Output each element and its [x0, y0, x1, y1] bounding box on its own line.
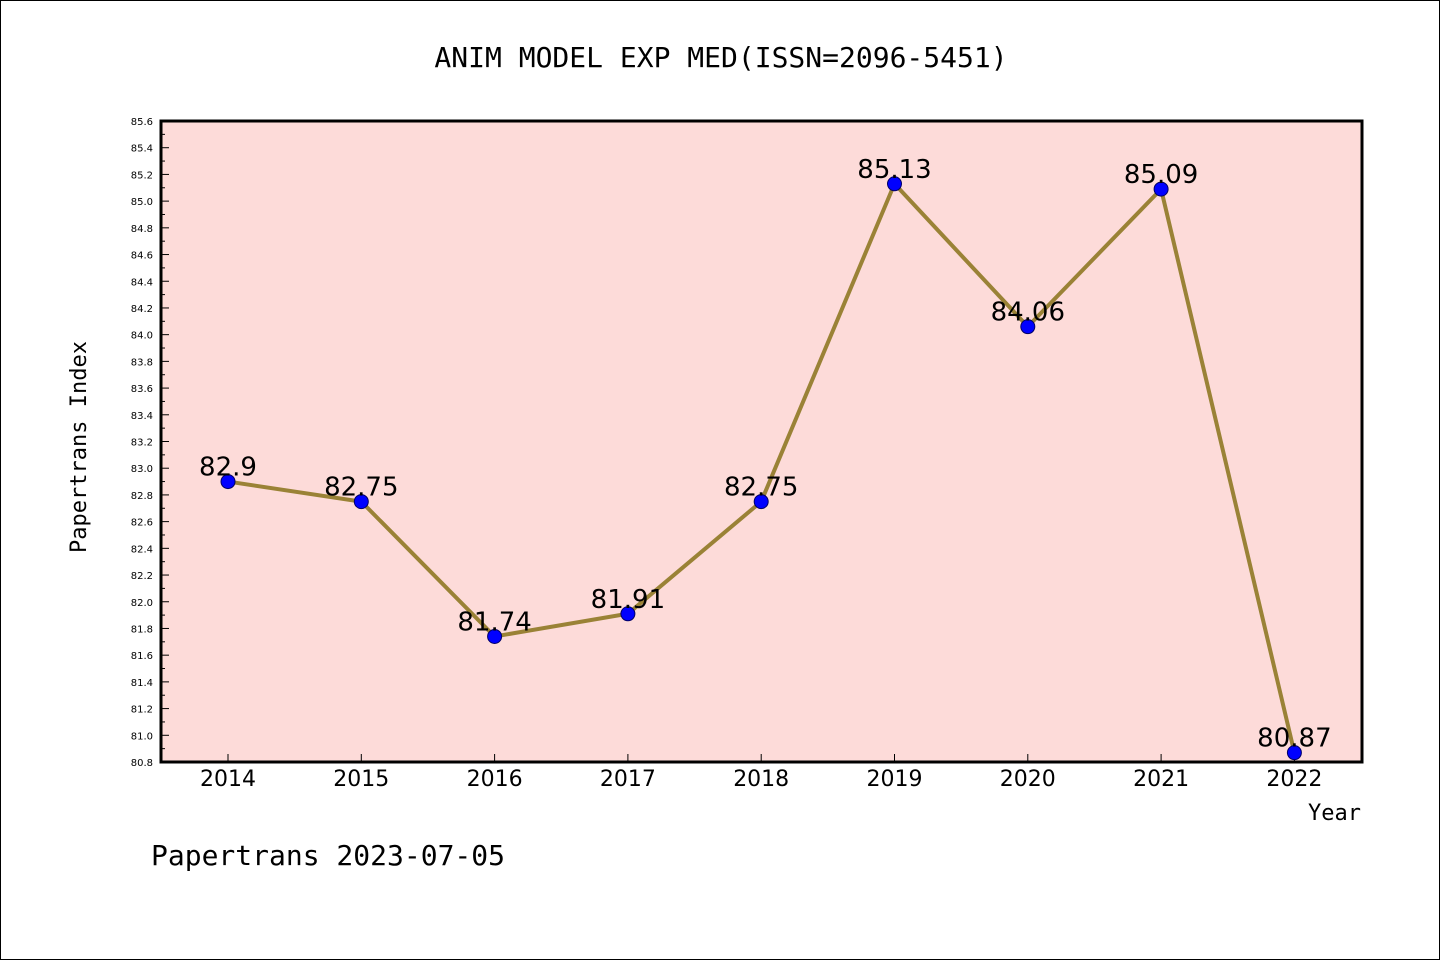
data-label: 81.74: [457, 607, 531, 637]
y-tick-label: 84.0: [131, 331, 153, 342]
data-point: [220, 474, 236, 490]
data-label: 85.09: [1124, 160, 1198, 190]
data-point: [353, 494, 369, 510]
x-tick-label: 2015: [333, 767, 389, 792]
y-tick-label: 83.8: [131, 357, 153, 368]
data-point: [1286, 745, 1302, 761]
y-tick-label: 84.4: [131, 277, 153, 288]
data-label: 81.91: [591, 585, 665, 615]
y-tick-label: 83.6: [131, 384, 153, 395]
x-tick-label: 2017: [600, 767, 656, 792]
x-tick-label: 2022: [1266, 767, 1322, 792]
y-tick-label: 85.0: [131, 197, 153, 208]
y-tick-label: 81.2: [131, 705, 153, 716]
data-label: 82.9: [199, 453, 257, 483]
y-tick-label: 82.6: [131, 518, 153, 529]
data-label: 84.06: [991, 298, 1065, 328]
data-labels: 82.9 82.75 81.74 81.91 82.75 85.13 84.06 85.09 8…: [199, 155, 1332, 754]
y-tick-label: 81.6: [131, 651, 153, 662]
y-tick-label: 84.2: [131, 304, 153, 315]
y-tick-label: 82.0: [131, 598, 153, 609]
y-tick-label: 83.0: [131, 464, 153, 475]
data-point: [887, 176, 902, 192]
y-tick-label: 83.2: [131, 438, 153, 449]
y-tick-label: 81.4: [131, 678, 153, 689]
data-point: [753, 494, 769, 510]
data-points: [220, 176, 1302, 761]
x-tick-label: 2014: [200, 767, 256, 792]
plot-area: [159, 119, 1364, 764]
y-tick-label: 84.6: [131, 251, 153, 262]
data-label: 80.87: [1257, 724, 1331, 754]
data-point: [1020, 319, 1036, 335]
y-tick-label: 81.8: [131, 624, 153, 635]
y-tick-label: 84.8: [131, 224, 153, 235]
x-tick-label: 2018: [733, 767, 789, 792]
y-tick-label: 82.4: [131, 544, 153, 555]
y-tick-label: 80.8: [131, 758, 153, 769]
y-tick-label: 85.2: [131, 170, 153, 181]
x-tick-label: 2019: [867, 767, 923, 792]
data-point: [1153, 181, 1169, 197]
x-tick-label: 2020: [1000, 767, 1056, 792]
x-tick-label: 2016: [467, 767, 523, 792]
y-tick-label: 81.0: [131, 731, 153, 742]
x-axis: 2014 2015 2016 2017 2018 2019 2020 2021 2022: [200, 754, 1322, 792]
footer-date: Papertrans 2023-07-05: [151, 839, 505, 872]
data-label: 82.75: [724, 473, 798, 503]
y-tick-label: 85.4: [131, 144, 153, 155]
y-tick-label: 82.8: [131, 491, 153, 502]
data-label: 85.13: [857, 155, 931, 185]
chart-title: ANIM MODEL EXP MED(ISSN=2096-5451): [434, 41, 1007, 74]
data-point: [487, 628, 503, 644]
x-axis-label: Year: [1308, 801, 1361, 826]
y-axis-label: Papertrans Index: [67, 341, 92, 553]
y-axis: 80.8 81.0 81.2 81.4 81.6 81.8 82.0 82.2 82.4 82.6…: [131, 117, 169, 769]
x-tick-label: 2021: [1133, 767, 1189, 792]
y-tick-label: 82.2: [131, 571, 153, 582]
y-tick-label: 85.6: [131, 117, 153, 128]
y-tick-label: 83.4: [131, 411, 153, 422]
data-label: 82.75: [324, 473, 398, 503]
data-point: [620, 606, 636, 622]
